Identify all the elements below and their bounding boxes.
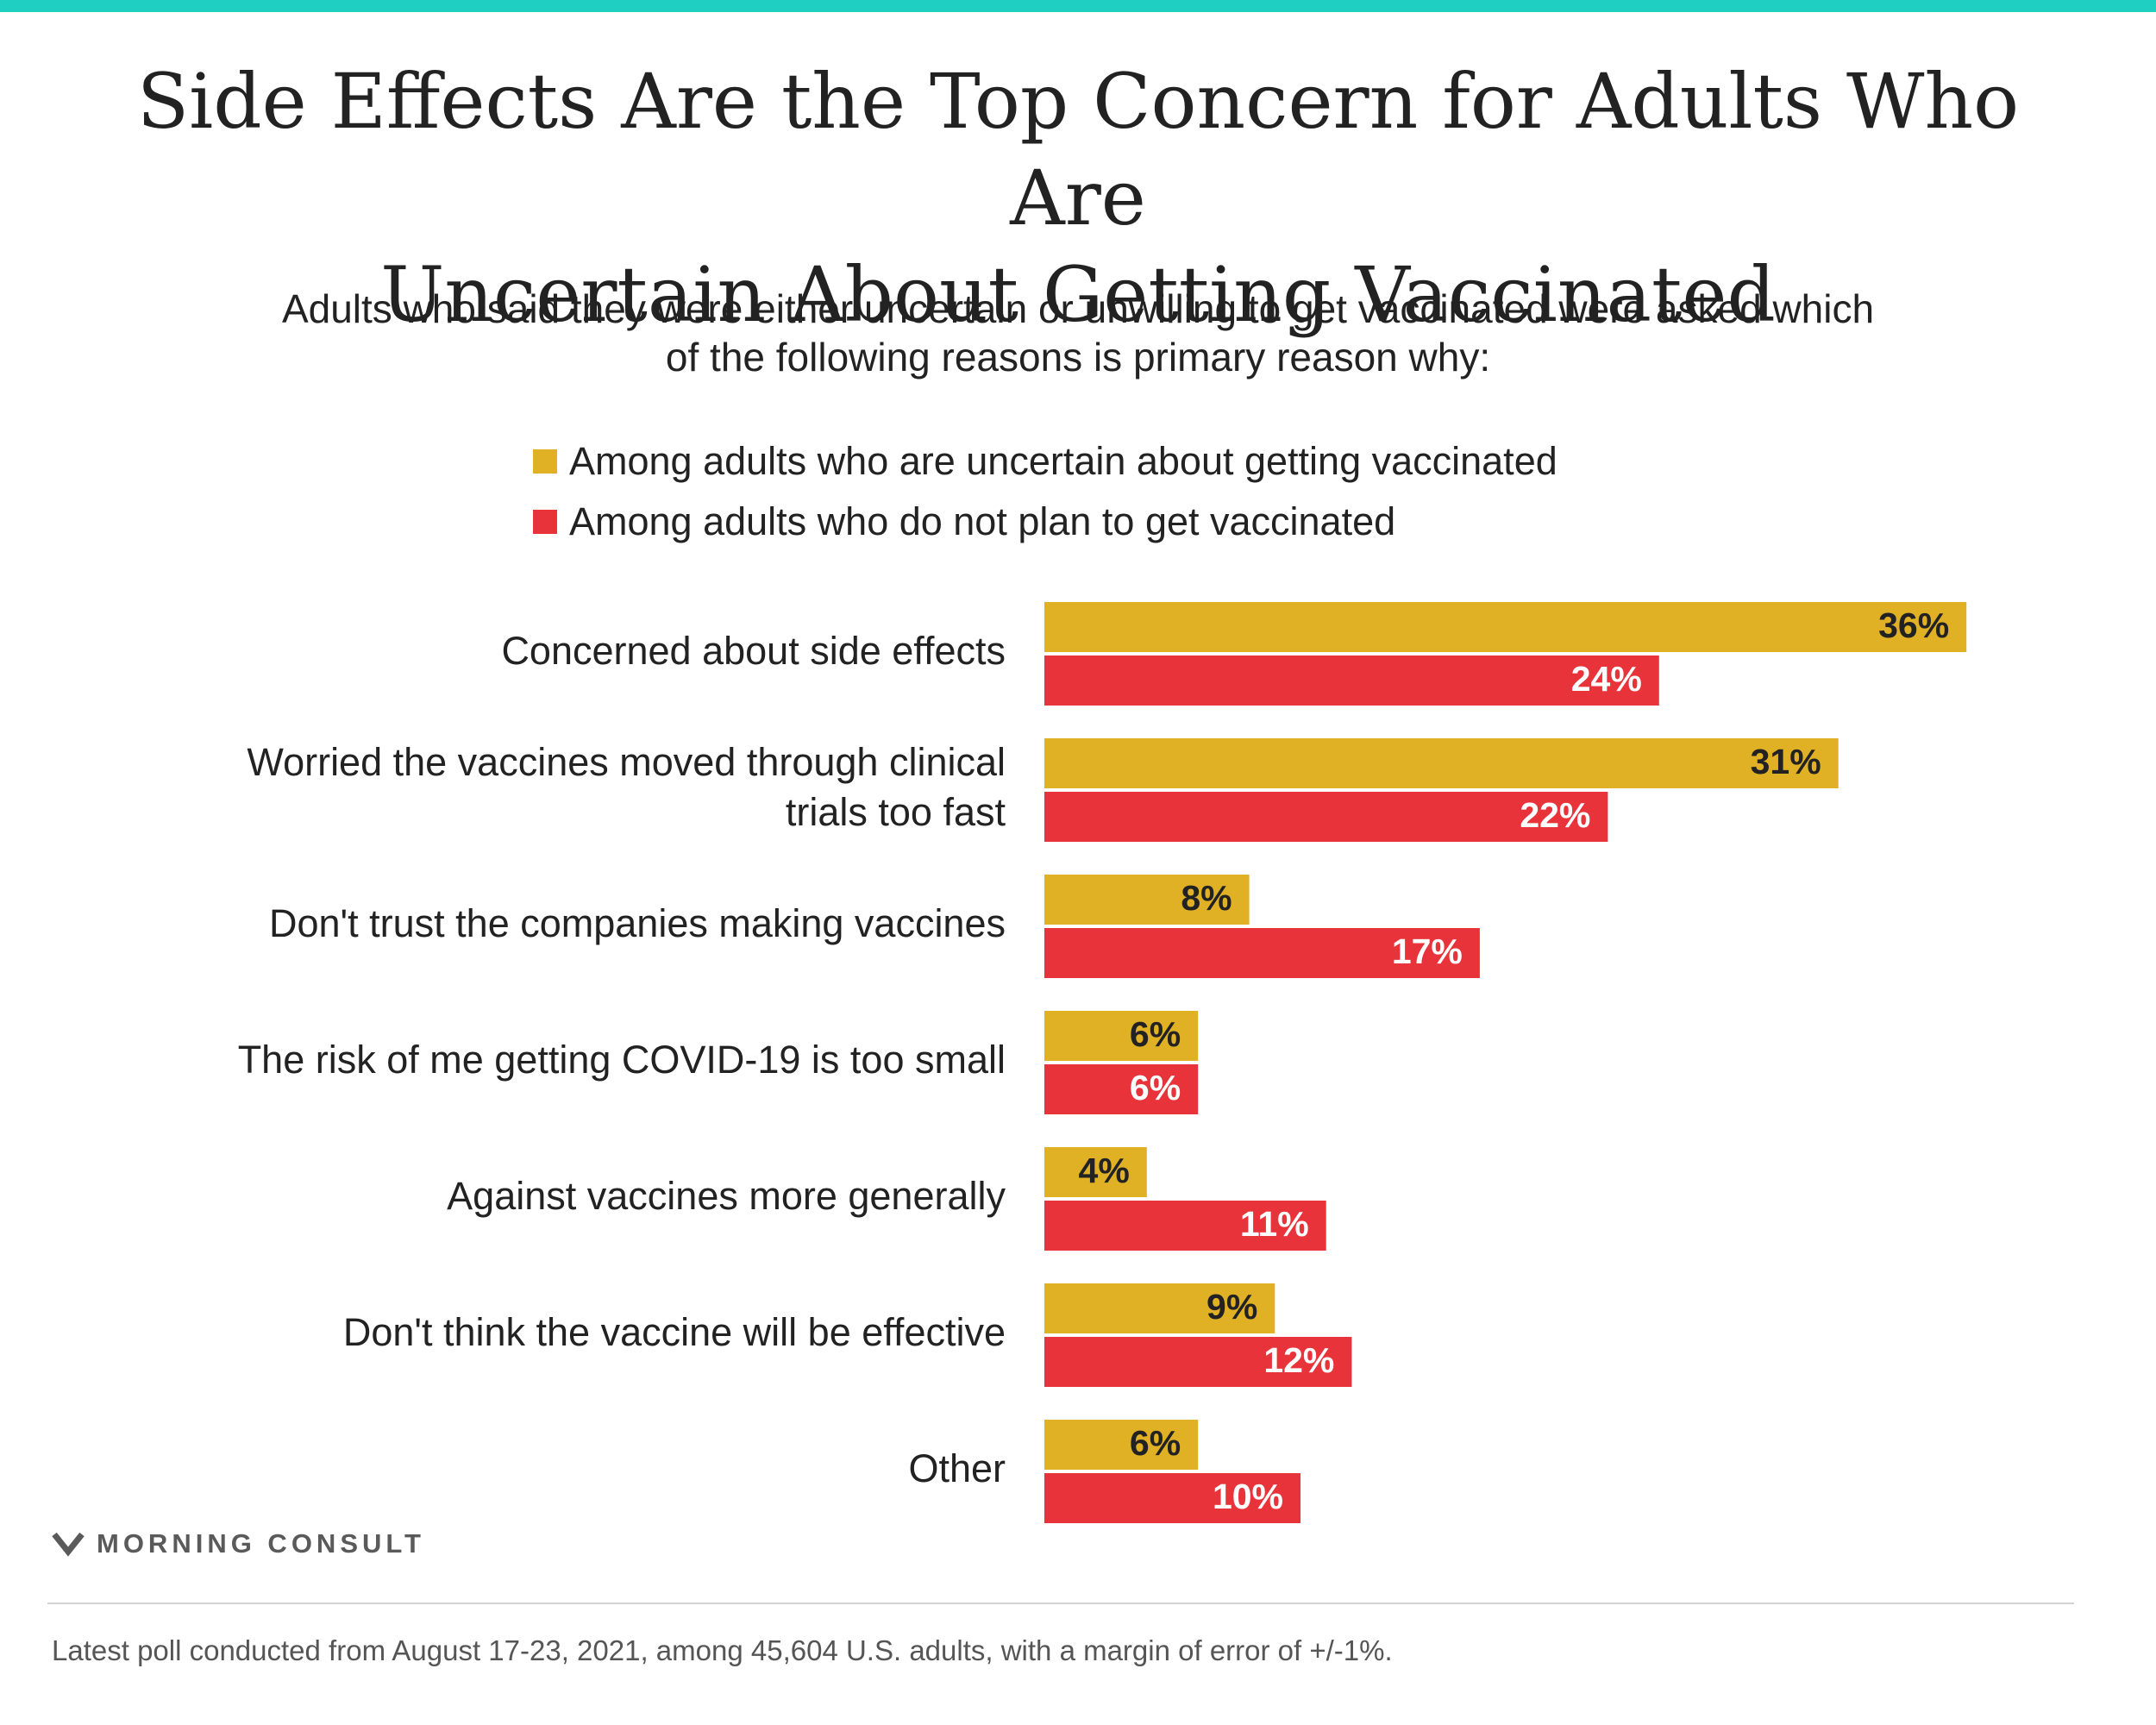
- logo-text: MORNING CONSULT: [97, 1528, 425, 1559]
- value-label-uncertain: 6%: [1130, 1423, 1181, 1463]
- bar-not-plan: [1044, 1337, 1352, 1387]
- chart-title-line-2: Uncertain About Getting Vaccinated: [380, 250, 1776, 339]
- category-label: Worried the vaccines moved through clini…: [247, 740, 1006, 784]
- value-label-uncertain: 36%: [1878, 605, 1949, 645]
- value-label-not-plan: 6%: [1130, 1068, 1181, 1107]
- chart-title-line-1: Side Effects Are the Top Concern for Adu…: [136, 57, 2020, 242]
- category-label: trials too fast: [786, 790, 1006, 834]
- bar-not-plan: [1044, 792, 1608, 842]
- value-label-uncertain: 6%: [1130, 1014, 1181, 1054]
- category-label: The risk of me getting COVID-19 is too s…: [238, 1038, 1006, 1082]
- value-label-not-plan: 10%: [1213, 1477, 1283, 1516]
- value-label-not-plan: 24%: [1571, 659, 1642, 699]
- bar-uncertain: [1044, 1147, 1147, 1197]
- bar-uncertain: [1044, 1283, 1275, 1333]
- bar-not-plan: [1044, 1201, 1326, 1251]
- category-label: Other: [908, 1446, 1006, 1490]
- value-label-not-plan: 11%: [1240, 1204, 1309, 1244]
- top-accent-bar: [0, 0, 2156, 12]
- bar-not-plan: [1044, 1473, 1300, 1523]
- bar-uncertain: [1044, 875, 1250, 925]
- value-label-uncertain: 4%: [1079, 1151, 1130, 1190]
- category-label: Against vaccines more generally: [447, 1174, 1006, 1218]
- chart-legend: Among adults who are uncertain about get…: [533, 431, 1557, 552]
- chart-subtitle-line-2: of the following reasons is primary reas…: [665, 335, 1491, 380]
- chart-title: Side Effects Are the Top Concern for Adu…: [129, 53, 2027, 343]
- bar-uncertain: [1044, 738, 1839, 788]
- bar-not-plan: [1044, 656, 1659, 706]
- legend-swatch-not-plan: [533, 510, 557, 534]
- value-label-uncertain: 9%: [1206, 1287, 1257, 1327]
- value-label-uncertain: 8%: [1181, 878, 1232, 918]
- value-label-not-plan: 22%: [1520, 795, 1590, 835]
- chart-subtitle: Adults who said they were either uncerta…: [172, 285, 1984, 381]
- footer-divider: [47, 1603, 2074, 1604]
- bar-not-plan: [1044, 928, 1480, 978]
- morning-consult-m-icon: [52, 1532, 85, 1557]
- bar-uncertain: [1044, 602, 1967, 652]
- value-label-not-plan: 17%: [1392, 932, 1463, 971]
- value-label-not-plan: 12%: [1263, 1340, 1334, 1380]
- footnote: Latest poll conducted from August 17-23,…: [52, 1634, 1393, 1666]
- legend-label-uncertain: Among adults who are uncertain about get…: [569, 439, 1557, 483]
- chart-subtitle-line-1: Adults who said they were either uncerta…: [281, 286, 1875, 331]
- category-label: Don't think the vaccine will be effectiv…: [343, 1310, 1006, 1354]
- legend-item-not-plan: Among adults who do not plan to get vacc…: [533, 492, 1557, 552]
- legend-swatch-uncertain: [533, 449, 557, 474]
- legend-label-not-plan: Among adults who do not plan to get vacc…: [569, 499, 1396, 543]
- category-label: Concerned about side effects: [501, 629, 1006, 673]
- bar-uncertain: [1044, 1011, 1199, 1061]
- category-label: Don't trust the companies making vaccine…: [269, 901, 1006, 945]
- bar-not-plan: [1044, 1064, 1199, 1114]
- value-label-uncertain: 31%: [1751, 742, 1821, 781]
- bar-uncertain: [1044, 1420, 1199, 1470]
- legend-item-uncertain: Among adults who are uncertain about get…: [533, 431, 1557, 492]
- morning-consult-logo: MORNING CONSULT: [52, 1528, 425, 1559]
